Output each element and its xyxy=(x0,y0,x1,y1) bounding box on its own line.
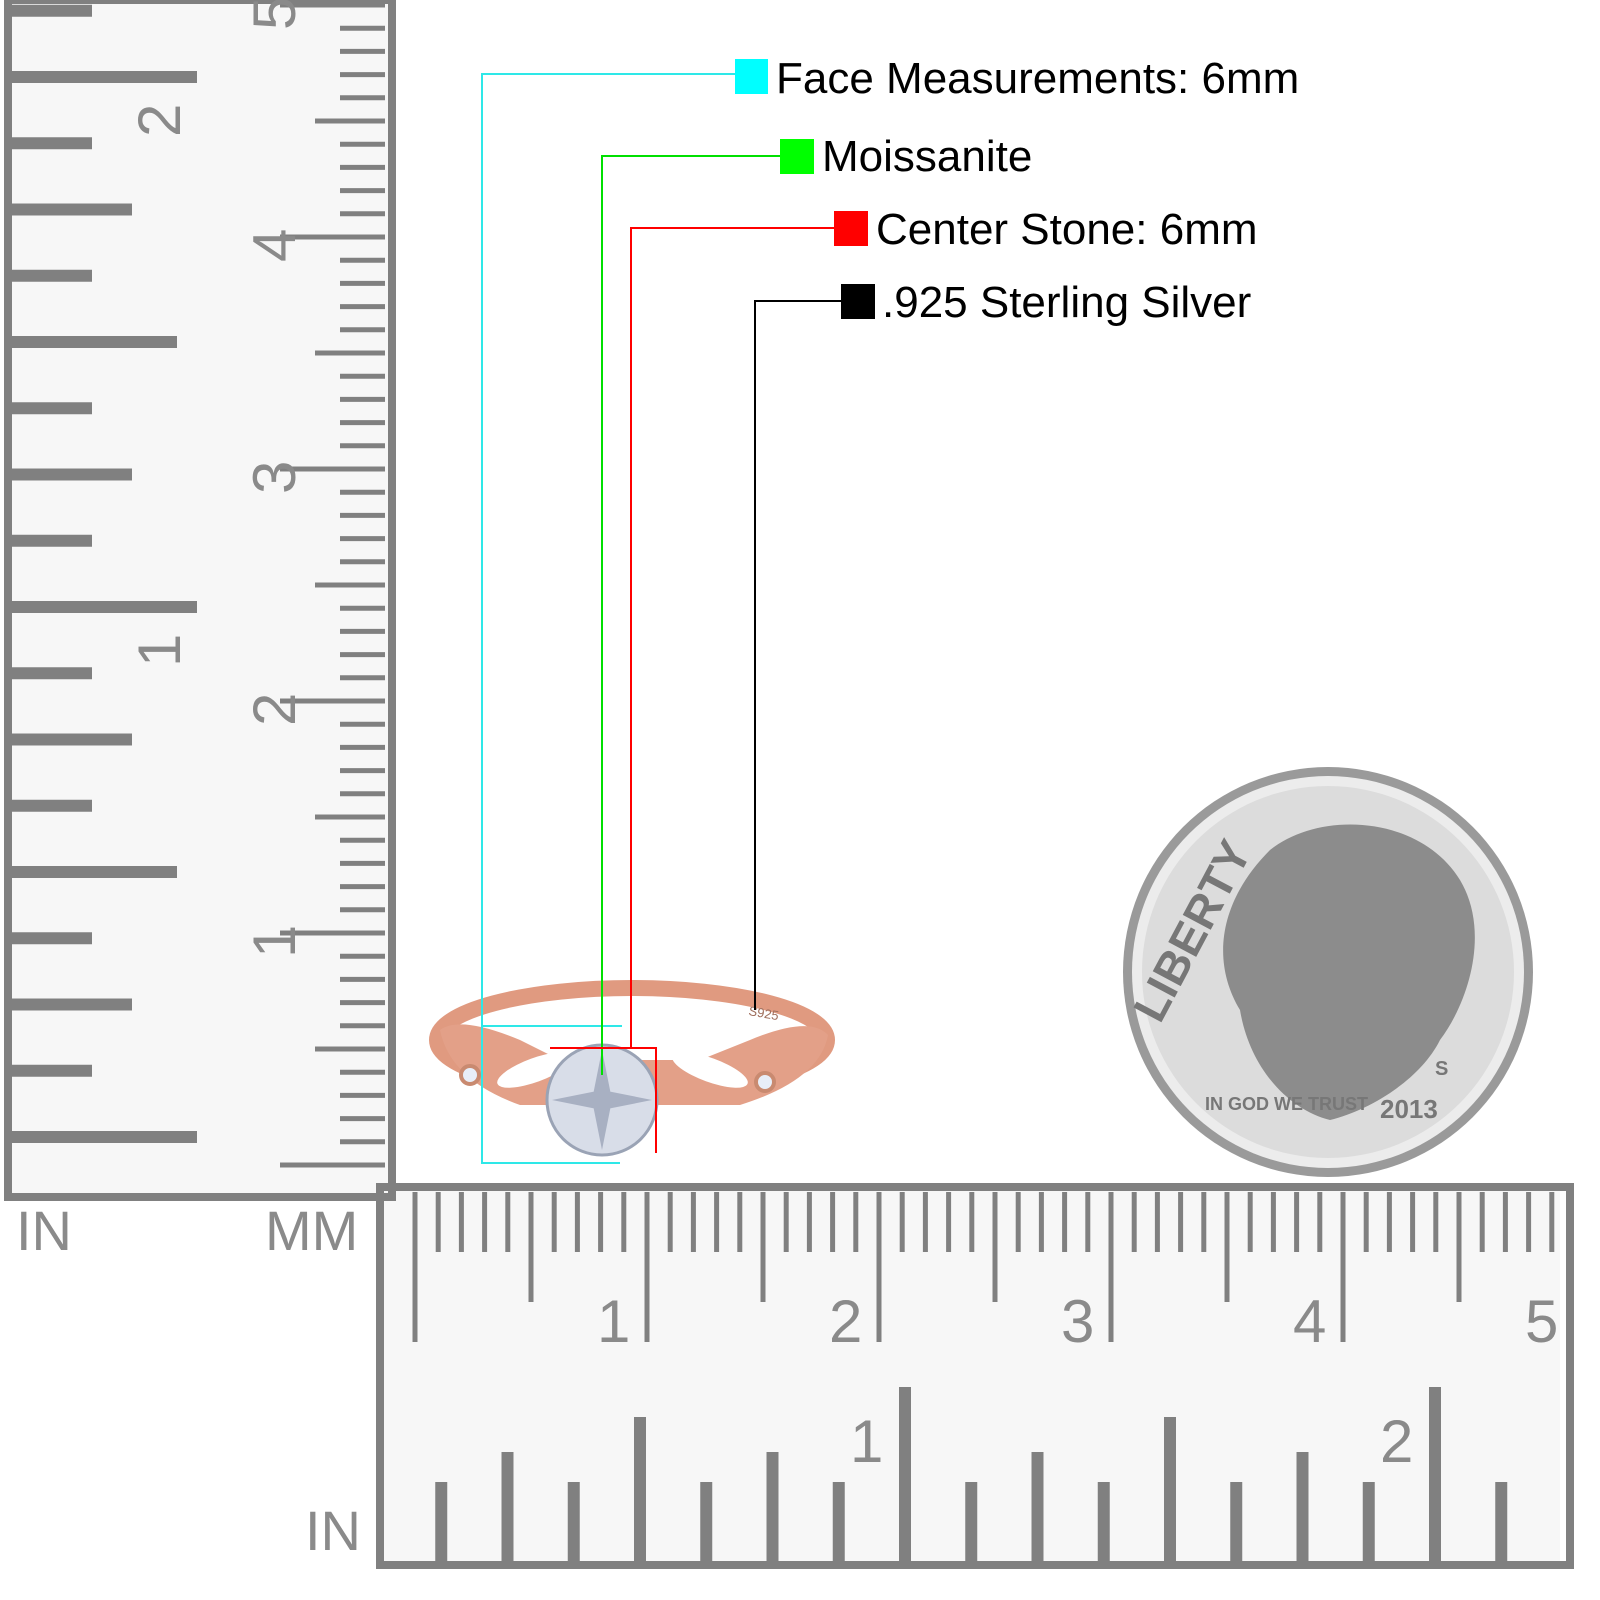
cm-label: 1 xyxy=(597,1288,630,1355)
cm-label: 1 xyxy=(241,925,308,958)
legend-moissanite: Moissanite xyxy=(822,132,1032,181)
legend-swatch-moissanite xyxy=(780,139,814,174)
legend-swatch-face xyxy=(735,59,768,94)
inch-label: 1 xyxy=(850,1408,883,1475)
inch-label: 2 xyxy=(1380,1408,1413,1475)
legend-center-stone: Center Stone: 6mm xyxy=(876,205,1258,254)
coin-year: 2013 xyxy=(1380,1094,1438,1124)
coin-mint-mark: S xyxy=(1435,1058,1448,1080)
cm-label: 2 xyxy=(241,693,308,726)
legend-swatch-center-stone xyxy=(834,211,868,246)
legend-face-measurements: Face Measurements: 6mm xyxy=(776,54,1299,103)
callout-lines xyxy=(481,73,842,1164)
inch-label: 1 xyxy=(126,634,193,667)
legend-swatch-metal xyxy=(841,284,875,319)
inch-label: 2 xyxy=(126,104,193,137)
cm-label: 4 xyxy=(241,229,308,262)
legend: Face Measurements: 6mm Moissanite Center… xyxy=(735,54,1299,327)
coin-motto: IN GOD WE TRUST xyxy=(1205,1094,1368,1114)
bottom-ruler-border xyxy=(376,1183,1574,1569)
left-inch-unit-label: IN xyxy=(16,1199,72,1262)
left-mm-unit-label: MM xyxy=(265,1199,358,1262)
left-ruler-background xyxy=(8,0,392,1197)
cm-label: 5 xyxy=(241,0,308,30)
portrait xyxy=(1223,824,1475,1120)
cm-label: 3 xyxy=(1061,1288,1094,1355)
dime-coin: LIBERTY IN GOD WE TRUST 2013 S xyxy=(1123,767,1533,1177)
cm-label: 5 xyxy=(1525,1288,1558,1355)
ring: S925 xyxy=(429,980,835,1157)
cm-label: 2 xyxy=(829,1288,862,1355)
cm-label: 4 xyxy=(1293,1288,1326,1355)
left-ruler-border xyxy=(4,0,396,1201)
cm-label: 3 xyxy=(241,461,308,494)
legend-metal: .925 Sterling Silver xyxy=(882,278,1251,327)
bottom-inch-unit-label: IN xyxy=(305,1499,361,1562)
rulers: 1 2 3 4 5 1 2 1 2 3 4 5 1 2 IN MM IN xyxy=(4,0,1574,1569)
